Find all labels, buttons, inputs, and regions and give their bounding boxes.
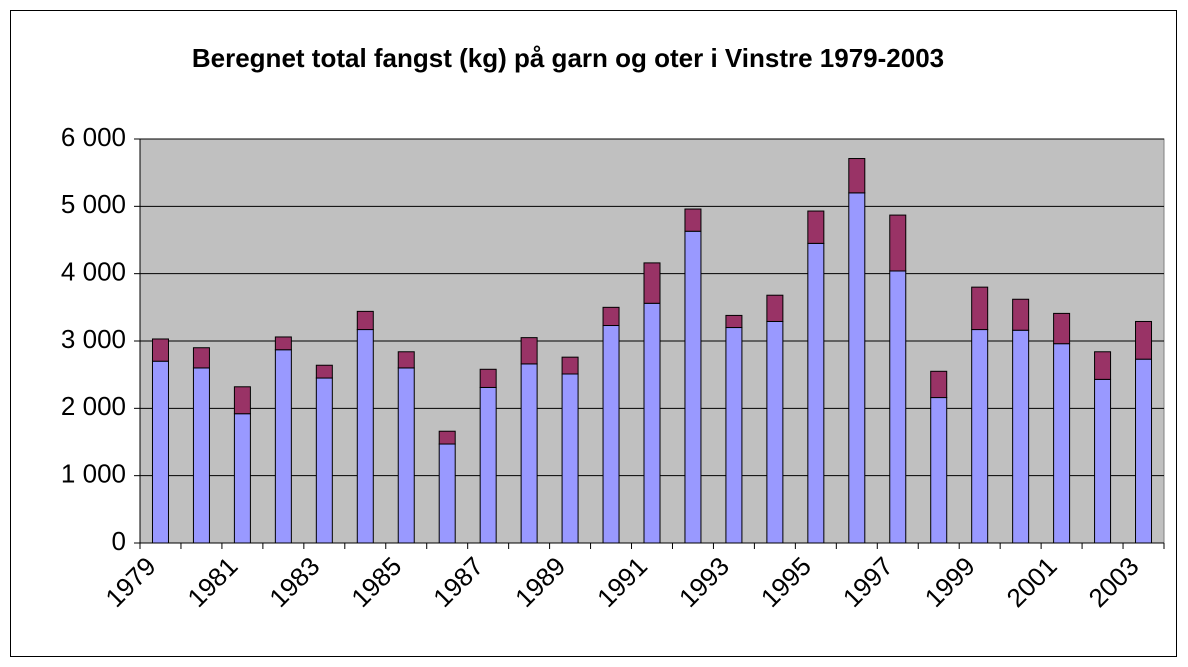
bar-segment xyxy=(1094,378,1112,544)
bar-segment xyxy=(356,329,374,544)
bar-segment xyxy=(192,347,210,369)
bar-segment xyxy=(397,367,415,544)
bar-segment xyxy=(848,158,866,194)
bar-segment xyxy=(397,351,415,369)
bar-segment xyxy=(766,294,784,322)
bar-segment xyxy=(684,208,702,232)
bar-segment xyxy=(602,325,620,544)
bar-segment xyxy=(315,364,333,379)
bar-segment xyxy=(807,210,825,244)
bar-segment xyxy=(479,386,497,544)
bar-segment xyxy=(151,360,169,544)
bar-segment xyxy=(438,430,456,445)
y-tick-label: 1 000 xyxy=(61,459,126,489)
y-tick-label: 3 000 xyxy=(61,324,126,354)
bar-segment xyxy=(930,397,948,544)
bar-segment xyxy=(233,386,251,415)
bar-segment xyxy=(848,192,866,544)
bar-segment xyxy=(274,336,292,351)
bar-segment xyxy=(971,329,989,544)
bar-segment xyxy=(1012,298,1030,331)
y-tick-label: 6 000 xyxy=(61,122,126,152)
bar-segment xyxy=(1053,312,1071,345)
bar-segment xyxy=(151,338,169,362)
bar-segment xyxy=(233,413,251,544)
bar-segment xyxy=(1135,320,1153,360)
bar-segment xyxy=(725,314,743,329)
bar-segment xyxy=(192,367,210,544)
bar-segment xyxy=(971,286,989,331)
bar-segment xyxy=(725,327,743,544)
y-tick-label: 0 xyxy=(112,526,126,556)
bar-segment xyxy=(807,242,825,544)
bar-segment xyxy=(1053,343,1071,544)
bar-segment xyxy=(643,302,661,544)
bar-segment xyxy=(889,270,907,544)
bar-segment xyxy=(1135,358,1153,544)
chart-title: Beregnet total fangst (kg) på garn og ot… xyxy=(192,43,944,73)
bar-segment xyxy=(643,262,661,304)
bar-segment xyxy=(520,363,538,544)
bar-segment xyxy=(561,373,579,544)
y-tick-label: 2 000 xyxy=(61,391,126,421)
bar-segment xyxy=(1094,351,1112,380)
bar-segment xyxy=(684,230,702,544)
bar-segment xyxy=(602,306,620,327)
bar-segment xyxy=(356,310,374,331)
bar-segment xyxy=(930,370,948,399)
bar-segment xyxy=(1012,329,1030,544)
bar-segment xyxy=(561,356,579,375)
y-tick-label: 5 000 xyxy=(61,189,126,219)
bar-segment xyxy=(438,443,456,544)
bar-segment xyxy=(315,377,333,544)
bar-segment xyxy=(766,320,784,544)
bar-segment xyxy=(479,368,497,388)
bar-segment xyxy=(520,337,538,365)
bar-segment xyxy=(274,349,292,544)
bar-segment xyxy=(889,214,907,272)
y-tick-label: 4 000 xyxy=(61,257,126,287)
